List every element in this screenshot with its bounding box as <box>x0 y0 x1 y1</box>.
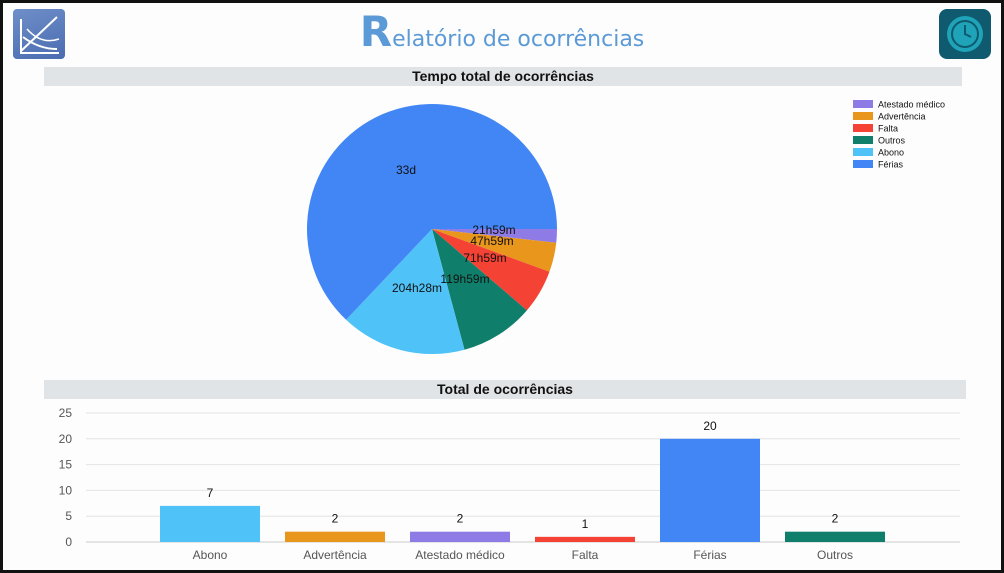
legend-swatch <box>853 100 873 108</box>
pie-data-label: 21h59m <box>472 223 515 237</box>
pie-slice <box>307 104 557 320</box>
pie-slice <box>432 229 527 350</box>
x-category-label: Outros <box>817 548 853 562</box>
bar <box>535 536 635 542</box>
x-category-label: Advertência <box>303 548 367 562</box>
y-tick-label: 0 <box>65 535 72 549</box>
page-title-rest: elatório de ocorrências <box>392 27 645 52</box>
pie-slice <box>432 229 557 243</box>
bar-value-label: 20 <box>703 419 717 433</box>
chart-logo-icon <box>13 9 65 59</box>
page-title-initial: R <box>359 7 393 56</box>
legend-label: Abono <box>878 148 904 158</box>
bar <box>785 531 885 542</box>
bar <box>160 505 260 542</box>
bar <box>285 531 385 542</box>
bar-value-label: 7 <box>207 486 214 500</box>
legend-label: Férias <box>878 160 904 170</box>
pie-data-label: 119h59m <box>440 272 489 286</box>
pie-data-label: 33d <box>396 163 416 177</box>
legend-swatch <box>853 136 873 144</box>
pie-slice <box>432 229 550 311</box>
legend-swatch <box>853 160 873 168</box>
y-tick-label: 5 <box>65 509 72 523</box>
pie-slice <box>432 229 557 272</box>
page-title: Relatório de ocorrências <box>3 7 1001 56</box>
bar <box>660 438 760 542</box>
bar-chart-title: Total de ocorrências <box>44 380 966 399</box>
legend-label: Atestado médico <box>878 100 945 110</box>
x-category-label: Falta <box>572 548 599 562</box>
y-tick-label: 25 <box>59 406 73 420</box>
pie-data-label: 204h28m <box>392 281 442 295</box>
y-tick-label: 10 <box>59 483 73 497</box>
y-tick-label: 20 <box>59 432 73 446</box>
bar-value-label: 1 <box>582 517 589 531</box>
legend-swatch <box>853 112 873 120</box>
pie-data-label: 71h59m <box>463 251 506 265</box>
legend-label: Advertência <box>878 112 926 122</box>
x-category-label: Abono <box>193 548 228 562</box>
legend-label: Outros <box>878 136 906 146</box>
legend-swatch <box>853 148 873 156</box>
legend-label: Falta <box>878 124 898 134</box>
x-category-label: Férias <box>693 548 726 562</box>
pie-data-label: 47h59m <box>470 234 513 248</box>
pie-chart-title: Tempo total de ocorrências <box>44 67 962 86</box>
bar-value-label: 2 <box>832 512 839 526</box>
bar-value-label: 2 <box>332 512 339 526</box>
x-category-label: Atestado médico <box>415 548 505 562</box>
pie-slice <box>346 229 465 354</box>
bar <box>410 531 510 542</box>
bar-value-label: 2 <box>457 512 464 526</box>
legend-swatch <box>853 124 873 132</box>
y-tick-label: 15 <box>59 458 73 472</box>
clock-refresh-icon <box>939 9 991 59</box>
